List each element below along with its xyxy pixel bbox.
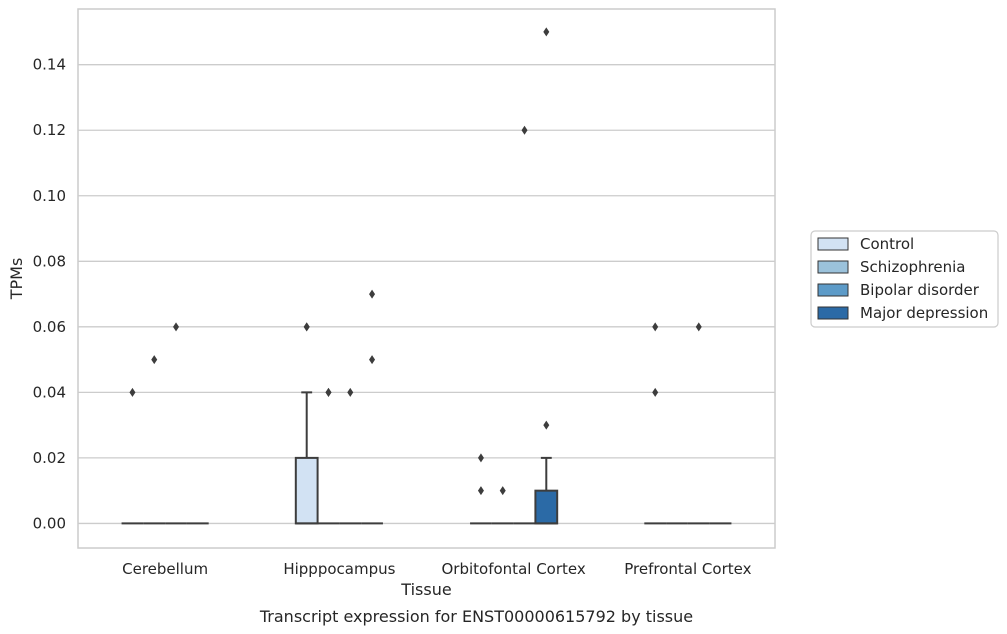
outlier-marker bbox=[129, 387, 136, 397]
y-tick-label: 0.08 bbox=[33, 252, 66, 270]
outlier-marker bbox=[173, 322, 180, 332]
y-tick-label: 0.06 bbox=[33, 318, 66, 336]
x-tick-label: Cerebellum bbox=[122, 560, 208, 578]
y-tick-label: 0.00 bbox=[33, 514, 66, 532]
legend-label: Schizophrenia bbox=[860, 258, 965, 276]
legend-swatch bbox=[817, 260, 849, 274]
y-tick-label: 0.12 bbox=[33, 121, 66, 139]
x-tick-label: Orbitofontal Cortex bbox=[442, 560, 586, 578]
box-plots bbox=[121, 391, 732, 525]
box-3-2 bbox=[534, 456, 559, 525]
outlier-marker bbox=[303, 322, 310, 332]
box bbox=[294, 456, 319, 525]
legend-frame bbox=[810, 230, 999, 328]
outlier-marker bbox=[477, 486, 484, 496]
outlier-marker bbox=[325, 387, 332, 397]
chart-caption: Transcript expression for ENST0000061579… bbox=[259, 607, 693, 626]
outlier-points bbox=[129, 27, 702, 496]
y-tick-label: 0.14 bbox=[33, 56, 66, 74]
x-axis-label: Tissue bbox=[400, 580, 451, 599]
x-tick-label: Hipppocampus bbox=[283, 560, 395, 578]
outlier-marker bbox=[369, 355, 376, 365]
plot-frame bbox=[77, 8, 776, 549]
legend-label: Major depression bbox=[860, 304, 988, 322]
y-tick-label: 0.04 bbox=[33, 383, 66, 401]
y-tick-label: 0.02 bbox=[33, 449, 66, 467]
legend-swatch bbox=[817, 283, 849, 297]
outlier-marker bbox=[652, 387, 659, 397]
gridlines bbox=[78, 64, 775, 525]
legend-label: Bipolar disorder bbox=[860, 281, 980, 299]
legend: Control Schizophrenia Bipolar disorder Majo… bbox=[810, 230, 999, 328]
outlier-marker bbox=[521, 125, 528, 135]
outlier-marker bbox=[695, 322, 702, 332]
outlier-marker bbox=[369, 289, 376, 299]
legend-label: Control bbox=[860, 235, 914, 253]
outlier-marker bbox=[499, 486, 506, 496]
outlier-marker bbox=[477, 453, 484, 463]
box-0-1 bbox=[294, 391, 319, 525]
outlier-marker bbox=[543, 27, 550, 37]
legend-swatch bbox=[817, 237, 849, 251]
x-tick-label: Prefrontal Cortex bbox=[624, 560, 751, 578]
outlier-marker bbox=[652, 322, 659, 332]
legend-swatch bbox=[817, 306, 849, 320]
x-axis-ticks: Cerebellum Hipppocampus Orbitofontal Corte… bbox=[122, 560, 751, 578]
outlier-marker bbox=[543, 420, 550, 430]
y-tick-label: 0.10 bbox=[33, 187, 66, 205]
outlier-marker bbox=[151, 355, 158, 365]
outlier-marker bbox=[347, 387, 354, 397]
y-axis-ticks: 0.00 0.02 0.04 0.06 0.08 0.10 0.12 0.14 bbox=[33, 56, 66, 533]
box bbox=[534, 489, 559, 525]
y-axis-label: TPMs bbox=[7, 258, 26, 301]
